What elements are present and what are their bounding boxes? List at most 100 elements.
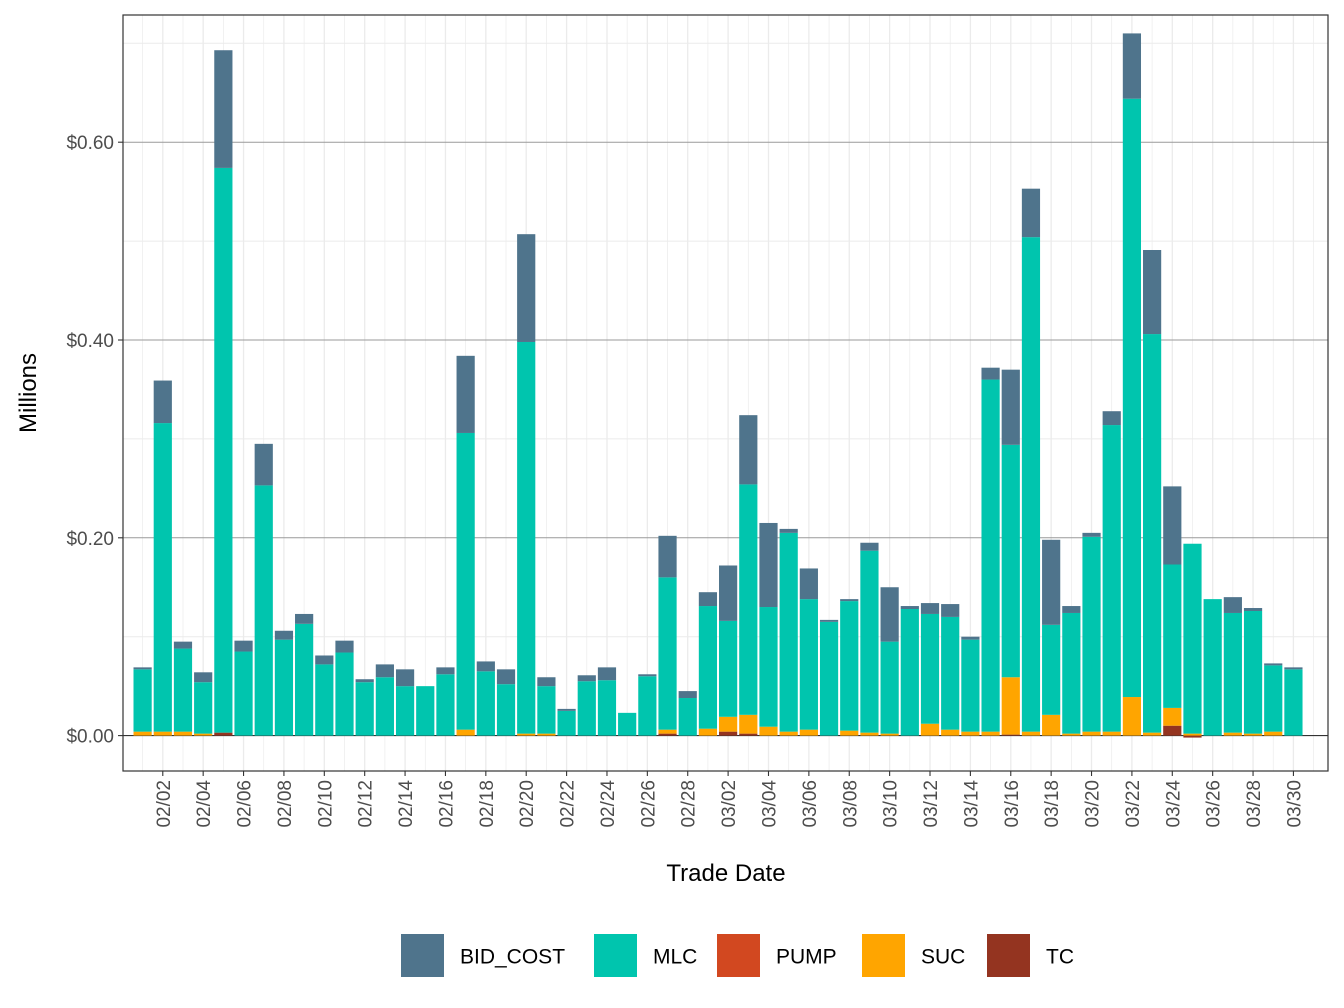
bar-segment-mlc (133, 669, 152, 732)
bar-segment-bid-cost (941, 604, 960, 617)
bar-segment-bid-cost (1223, 597, 1242, 613)
x-tick-label: 03/18 (1042, 780, 1063, 828)
bar-segment-bid-cost (759, 522, 778, 608)
bar-segment-mlc (517, 341, 536, 734)
x-tick-label: 02/06 (235, 780, 256, 828)
bar-segment-mlc (254, 485, 273, 736)
x-tick-label: 03/02 (719, 780, 740, 828)
bar-segment-mlc (1264, 665, 1283, 732)
bar-segment-bid-cost (153, 380, 172, 424)
bar-segment-suc (1001, 677, 1020, 735)
legend-label-tc: TC (1046, 946, 1074, 969)
bar-segment-bid-cost (234, 640, 253, 652)
bar-segment-bid-cost (698, 592, 718, 607)
bar-segment-bid-cost (577, 675, 596, 682)
bar-segment-suc (880, 733, 899, 736)
x-tick-label: 03/06 (800, 780, 821, 828)
bar-segment-bid-cost (214, 50, 233, 168)
x-tick-label: 02/18 (477, 780, 498, 828)
x-tick-label: 03/10 (881, 780, 902, 828)
bar-segment-bid-cost (335, 640, 354, 653)
x-tick-label: 02/16 (436, 780, 457, 828)
bar-segment-bid-cost (456, 355, 475, 433)
x-tick-label: 03/22 (1123, 780, 1144, 828)
bar-segment-mlc (395, 686, 415, 736)
x-tick-label: 03/28 (1244, 780, 1265, 828)
bar-segment-mlc (496, 684, 516, 736)
bar-segment-bid-cost (194, 672, 213, 683)
bar-segment-suc (840, 730, 859, 736)
bar-segment-bid-cost (961, 636, 980, 640)
bar-segment-mlc (1243, 610, 1263, 734)
bar-segment-suc (537, 733, 556, 736)
bar-segment-mlc (214, 167, 233, 733)
x-tick-label: 02/10 (315, 780, 336, 828)
y-axis-title: Millions (15, 353, 42, 433)
bar-segment-mlc (900, 609, 919, 736)
bar-segment-bid-cost (1102, 411, 1121, 426)
bar-segment-mlc (981, 379, 1000, 732)
legend-key-bid-cost (401, 934, 444, 977)
bar-segment-tc (214, 732, 233, 736)
bar-segment-bid-cost (315, 655, 334, 665)
bar-segment-mlc (456, 432, 475, 730)
bar-segment-bid-cost (840, 599, 859, 602)
bar-segment-mlc (941, 616, 960, 730)
bar-segment-suc (133, 731, 152, 736)
y-tick-label: $0.40 (66, 331, 114, 352)
bar-segment-bid-cost (1243, 608, 1263, 611)
bar-segment-suc (1082, 731, 1101, 736)
bar-segment-bid-cost (638, 674, 657, 677)
bar-segment-mlc (759, 607, 778, 727)
x-tick-label: 03/04 (759, 780, 780, 828)
legend-key-suc (862, 934, 905, 977)
legend-key-mlc (594, 934, 637, 977)
bar-segment-bid-cost (819, 619, 839, 622)
bar-segment-mlc (537, 686, 556, 734)
bar-segment-bid-cost (355, 679, 374, 683)
bar-segment-suc (1264, 731, 1283, 736)
bar-segment-mlc (719, 620, 738, 717)
bar-segment-bid-cost (517, 234, 536, 342)
bar-segment-mlc (1082, 536, 1101, 732)
x-tick-label: 03/14 (961, 780, 982, 828)
bar-segment-bid-cost (375, 664, 394, 678)
x-axis-title: Trade Date (666, 860, 785, 887)
legend-label-pump: PUMP (776, 946, 837, 969)
bar-segment-bid-cost (436, 667, 455, 675)
bar-segment-mlc (638, 676, 657, 736)
bar-segment-suc (799, 729, 818, 736)
bar-segment-suc (1143, 732, 1162, 736)
bar-segment-bid-cost (274, 630, 294, 640)
bar-segment-mlc (274, 639, 294, 736)
bar-segment-bid-cost (1082, 532, 1101, 537)
bar-segment-bid-cost (1264, 663, 1283, 666)
bar-segment-mlc (153, 423, 172, 732)
bar-segment-bid-cost (1284, 667, 1303, 670)
bar-segment-mlc (1284, 669, 1303, 736)
x-tick-label: 02/08 (275, 780, 296, 828)
y-axis: $0.00 $0.20 $0.40 $0.60 (66, 133, 123, 748)
bar-segment-mlc (597, 680, 617, 736)
bar-segment-suc (153, 731, 172, 736)
bar-segment-bid-cost (173, 641, 193, 649)
bar-segment-mlc (1163, 564, 1182, 708)
x-tick-label: 03/08 (840, 780, 861, 828)
bar-segment-bid-cost (981, 367, 1000, 380)
bar-segment-suc (941, 729, 960, 736)
bar-segment-suc (1102, 731, 1121, 736)
x-tick-label: 02/28 (679, 780, 700, 828)
bar-segment-mlc (678, 698, 697, 736)
bar-segment-mlc (194, 682, 213, 734)
bar-segment-mlc (618, 712, 637, 736)
bar-segment-suc (739, 714, 758, 734)
bar-segment-suc (698, 728, 718, 736)
bar-segment-bid-cost (900, 606, 919, 610)
bar-segment-mlc (1001, 444, 1020, 678)
x-tick-label: 02/14 (396, 780, 417, 828)
bar-segment-suc (719, 716, 738, 732)
bar-segment-bid-cost (1021, 188, 1041, 238)
bar-segment-bid-cost (295, 613, 314, 624)
bar-segment-bid-cost (1001, 369, 1020, 445)
